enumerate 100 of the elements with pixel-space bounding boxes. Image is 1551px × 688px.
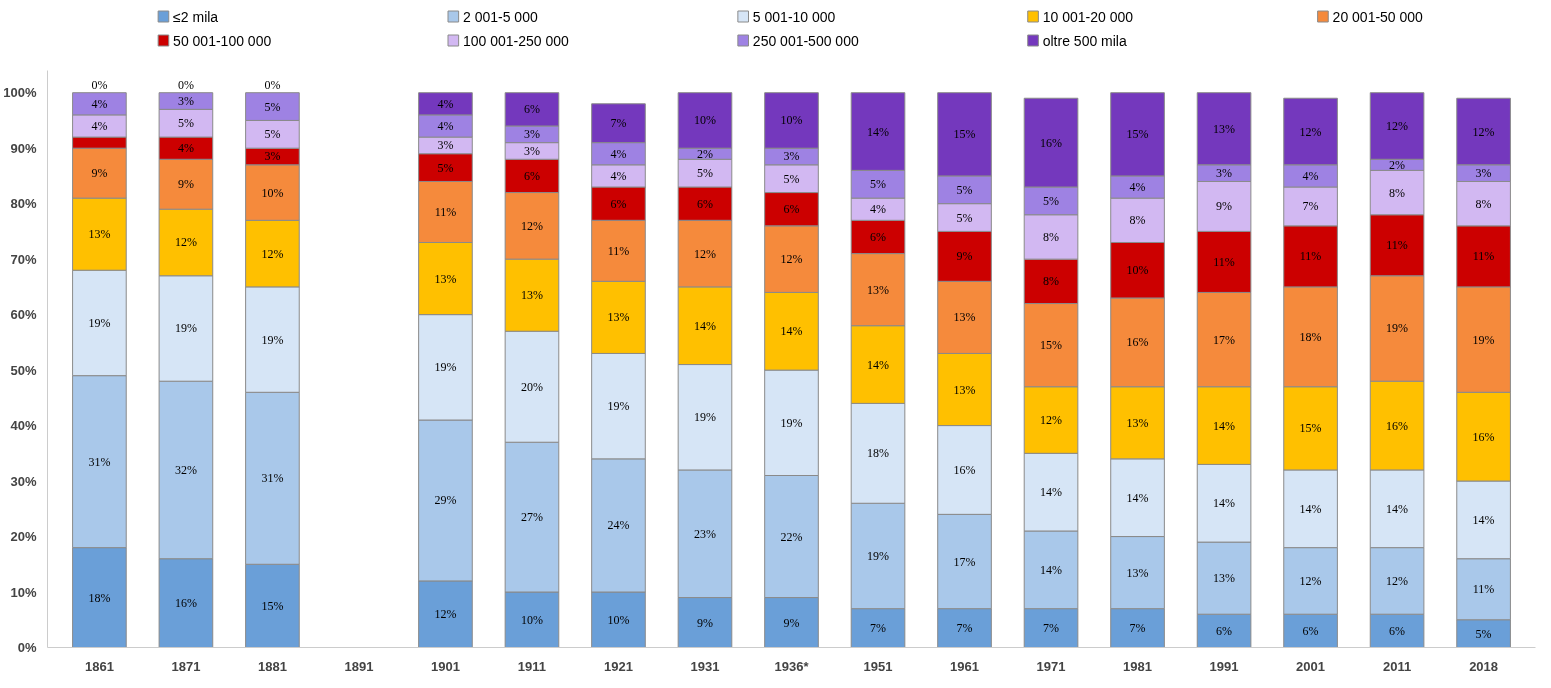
y-tick-label: 30% [10, 473, 37, 489]
data-label: 17% [953, 554, 976, 569]
data-label: 23% [693, 526, 716, 541]
data-label: 19% [88, 315, 111, 330]
legend-label: 2 001-5 000 [462, 8, 538, 25]
x-tick-label: 1931 [690, 658, 720, 674]
data-label: 5% [696, 166, 713, 181]
data-label: 4% [177, 141, 194, 156]
data-label: 16% [1386, 418, 1409, 433]
data-label: 13% [1213, 571, 1236, 586]
data-label: 10% [607, 612, 630, 627]
x-tick-label: 1936* [774, 658, 810, 674]
data-label: 11% [1472, 249, 1495, 264]
data-label: 16% [953, 462, 976, 477]
x-tick-label: 2011 [1382, 658, 1412, 674]
data-label: 7% [870, 621, 887, 636]
data-label: 14% [1213, 418, 1236, 433]
data-label: 12% [693, 246, 716, 261]
y-tick-label: 70% [10, 251, 37, 267]
x-tick-label: 1961 [950, 658, 979, 674]
data-label: 11% [1386, 238, 1408, 253]
data-label: 3% [523, 127, 540, 142]
data-label: 15% [1040, 338, 1063, 353]
data-label: 5% [437, 160, 454, 175]
x-tick-label: 1991 [1209, 658, 1239, 674]
data-label: 9% [783, 615, 800, 630]
data-label: 7% [610, 116, 627, 131]
data-label: 9% [696, 615, 713, 630]
data-label: 15% [953, 127, 976, 142]
y-tick-label: 0% [17, 640, 37, 655]
x-tick-label: 1861 [84, 658, 114, 674]
data-label: 4% [437, 118, 454, 133]
data-label: 4% [91, 118, 108, 133]
data-label: 20% [520, 379, 543, 394]
data-label: 12% [1386, 573, 1409, 588]
data-label: 4% [610, 146, 627, 161]
legend-label: oltre 500 mila [1042, 32, 1127, 49]
data-label: 6% [610, 196, 627, 211]
data-label: 12% [520, 218, 543, 233]
data-label: 12% [1386, 118, 1409, 133]
data-label: 10% [261, 185, 284, 200]
data-label: 9% [91, 166, 108, 181]
data-label: 4% [1302, 168, 1319, 183]
legend-label: 20 001-50 000 [1332, 8, 1424, 25]
data-label: 5% [177, 116, 194, 131]
data-label: 7% [1302, 199, 1319, 214]
data-label: 7% [1043, 621, 1060, 636]
data-label: 14% [1299, 501, 1322, 516]
data-label: 13% [867, 282, 890, 297]
legend-label: 50 001-100 000 [173, 32, 272, 49]
data-label: 14% [1040, 562, 1063, 577]
data-label: 7% [956, 621, 973, 636]
data-label: 5% [1043, 193, 1060, 208]
data-label: 12% [1040, 413, 1063, 428]
x-tick-label: 2018 [1469, 658, 1499, 674]
data-label: 8% [1043, 229, 1060, 244]
data-label: 12% [434, 607, 457, 622]
data-label: 10% [780, 113, 803, 128]
data-label: 27% [520, 510, 543, 525]
data-label: 3% [523, 143, 540, 158]
data-label: 14% [867, 124, 890, 139]
data-label: 0% [264, 77, 281, 92]
data-label: 5% [870, 177, 887, 192]
data-label: 16% [1040, 135, 1063, 150]
data-label: 5% [264, 99, 281, 114]
data-label: 14% [1472, 512, 1495, 527]
data-label: 6% [696, 196, 713, 211]
data-label: 13% [88, 227, 111, 242]
data-label: 4% [437, 96, 454, 111]
data-label: 5% [264, 127, 281, 142]
data-label: 12% [261, 246, 284, 261]
data-label: 22% [780, 529, 803, 544]
data-label: 6% [1389, 623, 1406, 638]
data-label: 32% [174, 462, 197, 477]
data-label: 3% [177, 94, 194, 109]
data-label: 10% [693, 113, 716, 128]
data-label: 3% [437, 138, 454, 153]
y-tick-label: 40% [10, 418, 37, 434]
data-label: 6% [783, 202, 800, 217]
data-label: 6% [523, 168, 540, 183]
data-label: 10% [520, 612, 543, 627]
x-tick-label: 1871 [171, 658, 201, 674]
data-label: 13% [953, 310, 976, 325]
data-label: 16% [1126, 335, 1149, 350]
data-label: 14% [867, 357, 890, 372]
x-tick-label: 1971 [1036, 658, 1066, 674]
data-label: 31% [88, 454, 111, 469]
data-label: 13% [1126, 565, 1149, 580]
x-tick-label: 1911 [517, 658, 547, 674]
legend-label: 5 001-10 000 [752, 8, 836, 25]
data-label: 7% [1129, 621, 1146, 636]
data-label: 2% [696, 146, 713, 161]
data-label: 8% [1475, 196, 1492, 211]
y-tick-label: 20% [10, 529, 37, 545]
data-label: 13% [434, 271, 457, 286]
data-label: 6% [1302, 623, 1319, 638]
data-label: 19% [1472, 332, 1495, 347]
data-label: 4% [610, 168, 627, 183]
data-label: 9% [956, 249, 973, 264]
data-label: 11% [1213, 254, 1235, 269]
